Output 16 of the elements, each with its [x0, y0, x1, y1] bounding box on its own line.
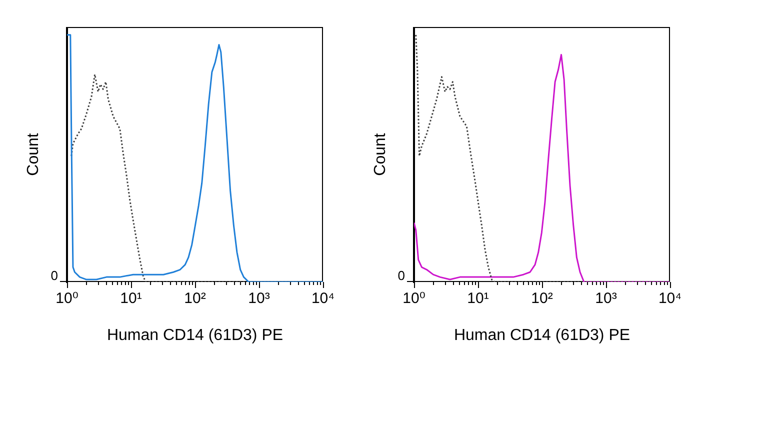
y-axis-title: Count	[25, 132, 42, 176]
x-tick-label: 10³	[248, 290, 270, 308]
x-tick-label: 10³	[595, 290, 617, 308]
x-tick-label: 10⁰	[402, 290, 426, 308]
text: 0	[50, 268, 58, 284]
y-axis-title: Count	[372, 132, 390, 176]
x-tick-label: 10²	[531, 290, 553, 308]
x-tick-label: 10⁴	[658, 290, 682, 308]
x-tick-label: 10¹	[120, 290, 142, 308]
x-axis-title: Human CD14 (61D3) PE	[454, 326, 630, 344]
x-axis-title: Human CD14 (61D3) PE	[106, 326, 284, 344]
x-tick-label: 10²	[184, 290, 206, 308]
x-tick-label: 10⁰	[56, 290, 78, 308]
text: 0	[398, 268, 405, 284]
x-tick-label: 10¹	[467, 290, 489, 308]
x-tick-label: 10⁴	[311, 290, 335, 308]
